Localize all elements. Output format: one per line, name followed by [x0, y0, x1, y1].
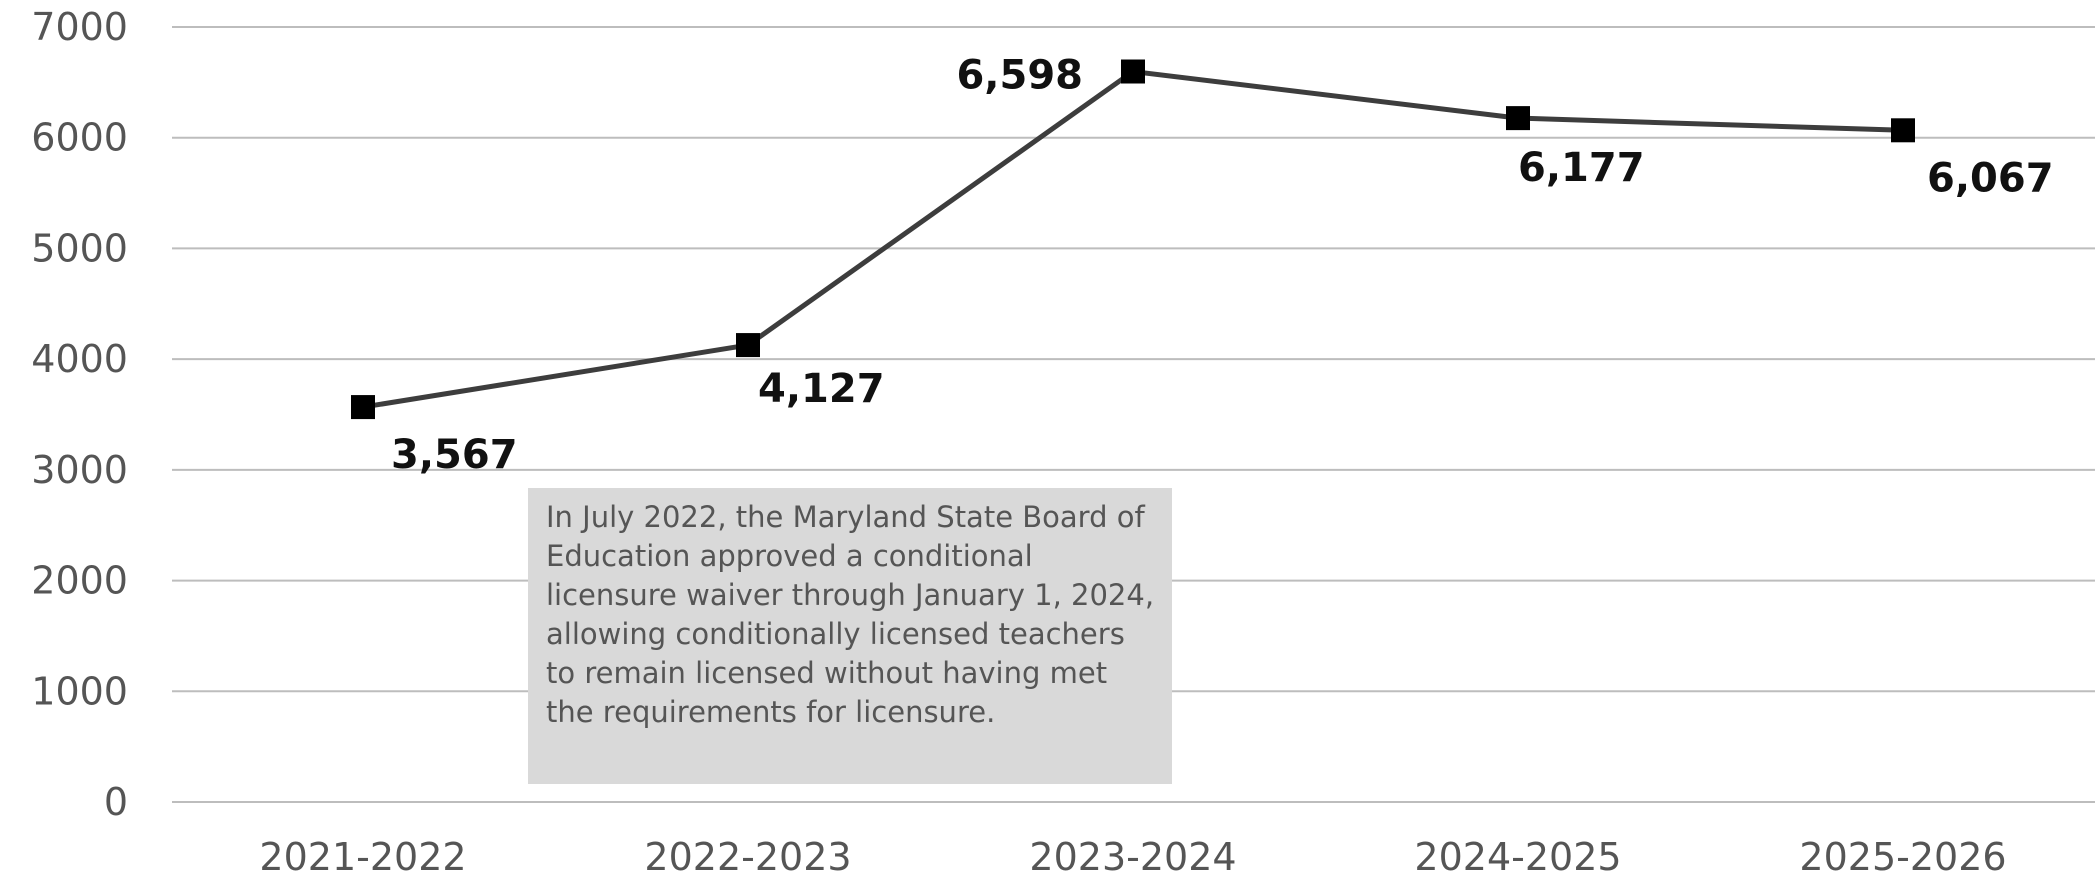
- y-tick-label: 6000: [31, 116, 128, 160]
- data-label: 6,177: [1518, 145, 1645, 191]
- x-tick-label: 2024-2025: [1414, 835, 1621, 877]
- data-point-marker: [1121, 59, 1145, 84]
- y-tick-label: 7000: [31, 5, 128, 49]
- data-point-marker: [1506, 106, 1530, 131]
- data-labels: 3,567 4,127 6,598 6,177 6,067: [391, 53, 2054, 479]
- y-tick-label: 0: [104, 780, 128, 824]
- annotation-note: In July 2022, the Maryland State Board o…: [528, 488, 1172, 784]
- x-tick-label: 2025-2026: [1799, 835, 2006, 877]
- y-tick-label: 5000: [31, 226, 128, 270]
- y-tick-label: 2000: [31, 559, 128, 603]
- y-tick-label: 3000: [31, 448, 128, 492]
- y-axis-tick-labels: 0 1000 2000 3000 4000 5000 6000 7000: [31, 5, 128, 824]
- series-layer: [351, 59, 1915, 420]
- y-tick-label: 1000: [31, 669, 128, 713]
- data-label: 6,598: [956, 53, 1083, 99]
- data-point-marker: [351, 395, 375, 420]
- data-point-marker: [1891, 118, 1915, 143]
- series-line: [362, 69, 1904, 410]
- x-axis-tick-labels: 2021-2022 2022-2023 2023-2024 2024-2025 2025…: [259, 835, 2006, 877]
- x-tick-label: 2022-2023: [644, 835, 851, 877]
- data-point-marker: [736, 333, 760, 358]
- data-label: 3,567: [391, 432, 518, 478]
- data-label: 4,127: [758, 366, 885, 412]
- y-tick-label: 4000: [31, 337, 128, 381]
- data-label: 6,067: [1927, 155, 2054, 201]
- x-tick-label: 2023-2024: [1029, 835, 1236, 877]
- x-tick-label: 2021-2022: [259, 835, 466, 877]
